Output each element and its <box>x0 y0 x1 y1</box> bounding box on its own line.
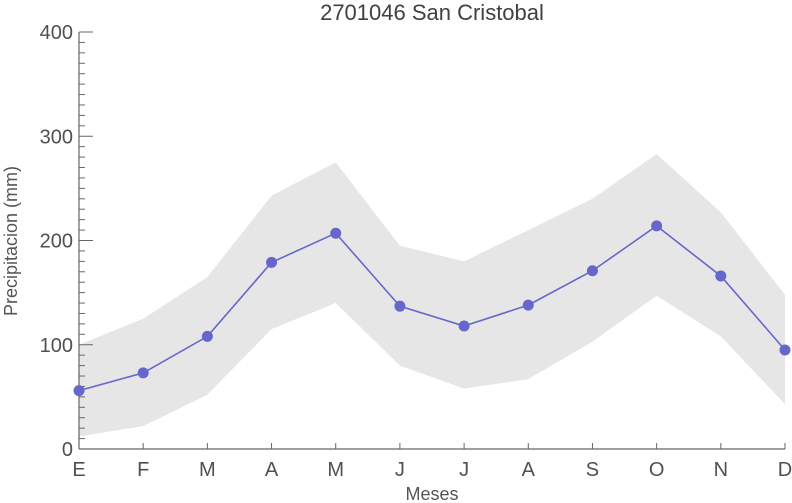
data-point <box>201 330 213 342</box>
data-point <box>522 299 534 311</box>
y-tick-label: 300 <box>40 126 73 148</box>
data-point <box>651 220 663 232</box>
plot-area: 0 100 200 300 400 E F M A M J J A S O N D <box>40 22 792 481</box>
x-tick-label: N <box>714 459 728 481</box>
y-tick-label: 400 <box>40 22 73 44</box>
x-tick-label: J <box>459 459 469 481</box>
x-tick-label: A <box>522 459 536 481</box>
series-line <box>78 224 786 392</box>
x-tick-label: J <box>395 459 405 481</box>
chart-title: 2701046 San Cristobal <box>320 0 544 25</box>
data-point <box>394 300 406 312</box>
y-tick-label: 100 <box>40 335 73 357</box>
x-tick-label: E <box>72 459 85 481</box>
data-point <box>330 227 342 239</box>
y-tick-label: 0 <box>62 439 73 461</box>
x-tick-label: O <box>649 459 665 481</box>
x-tick-label: F <box>137 459 149 481</box>
y-axis-label: Precipitacion (mm) <box>1 166 21 316</box>
data-point <box>137 367 149 379</box>
x-tick-label: M <box>199 459 216 481</box>
data-point <box>779 344 791 356</box>
x-tick-label: D <box>778 459 792 481</box>
x-tick-label: A <box>265 459 279 481</box>
data-point <box>266 256 278 268</box>
range-band <box>79 153 785 437</box>
data-point <box>73 385 85 397</box>
x-tick-label: M <box>327 459 344 481</box>
data-point <box>715 270 727 282</box>
y-tick-label: 200 <box>40 231 73 253</box>
data-point <box>458 320 470 332</box>
x-tick-label: S <box>586 459 599 481</box>
data-point <box>586 265 598 277</box>
x-axis-label: Meses <box>405 484 458 503</box>
